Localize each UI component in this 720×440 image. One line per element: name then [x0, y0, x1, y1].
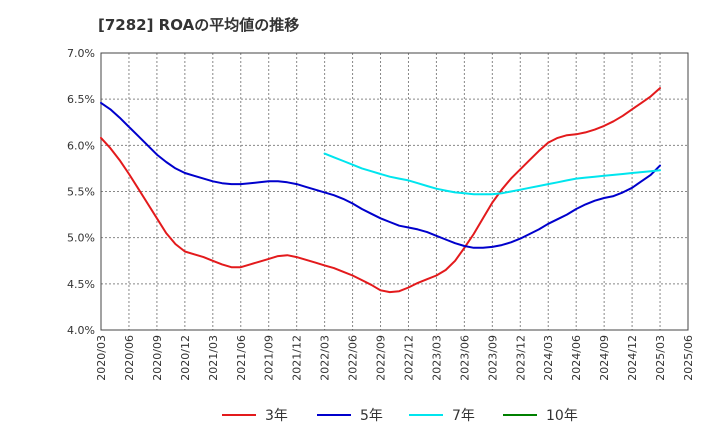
x-tick-label: 2023/06 [458, 335, 471, 381]
y-tick-label: 4.5% [67, 278, 95, 291]
x-tick-label: 2021/09 [263, 335, 276, 381]
legend-label-10y: 10年 [546, 408, 578, 424]
x-tick-label: 2021/12 [291, 335, 304, 381]
y-tick-label: 5.5% [67, 186, 95, 199]
legend-swatch-7y [409, 414, 443, 416]
x-tick-label: 2021/06 [235, 335, 248, 381]
y-tick-label: 4.0% [67, 324, 95, 337]
y-tick-label: 7.0% [67, 47, 95, 60]
x-tick-label: 2025/03 [654, 335, 667, 381]
x-tick-label: 2024/06 [570, 335, 583, 381]
x-tick-label: 2024/12 [626, 335, 639, 381]
legend: 3年 5年 7年 10年 [0, 403, 720, 427]
y-axis-tick-labels: 4.0% 4.5% 5.0% 5.5% 6.0% 6.5% 7.0% [67, 47, 95, 337]
x-tick-label: 2020/06 [123, 335, 136, 381]
x-tick-label: 2021/03 [207, 335, 220, 381]
y-tick-label: 5.0% [67, 232, 95, 245]
y-tick-label: 6.0% [67, 139, 95, 152]
legend-label-7y: 7年 [452, 408, 475, 424]
legend-label-3y: 3年 [265, 408, 288, 424]
x-tick-label: 2023/09 [486, 335, 499, 381]
x-tick-label: 2023/03 [430, 335, 443, 381]
legend-swatch-5y [317, 414, 351, 416]
x-tick-label: 2020/09 [151, 335, 164, 381]
x-axis-tick-labels: 2020/03 2020/06 2020/09 2020/12 2021/03 2021/… [95, 335, 695, 381]
series-line-2 [323, 152, 661, 196]
x-tick-label: 2020/12 [179, 335, 192, 381]
series-line-0 [100, 87, 661, 294]
x-tick-label: 2022/09 [375, 335, 388, 381]
x-tick-label: 2022/12 [402, 335, 415, 381]
x-tick-label: 2025/06 [682, 335, 695, 381]
x-tick-label: 2023/12 [514, 335, 527, 381]
x-tick-label: 2022/06 [347, 335, 360, 381]
x-tick-label: 2024/09 [598, 335, 611, 381]
series-line-1 [100, 101, 661, 249]
chart-title: [7282] ROAの平均値の推移 [98, 16, 300, 34]
legend-label-5y: 5年 [360, 408, 383, 424]
legend-swatch-3y [222, 414, 256, 416]
x-tick-label: 2022/03 [319, 335, 332, 381]
x-tick-label: 2020/03 [95, 335, 108, 381]
y-tick-label: 6.5% [67, 93, 95, 106]
grid-lines [101, 53, 688, 330]
legend-swatch-10y [503, 414, 537, 416]
x-tick-label: 2024/03 [542, 335, 555, 381]
series-lines [100, 87, 661, 294]
plot-frame [100, 52, 689, 331]
